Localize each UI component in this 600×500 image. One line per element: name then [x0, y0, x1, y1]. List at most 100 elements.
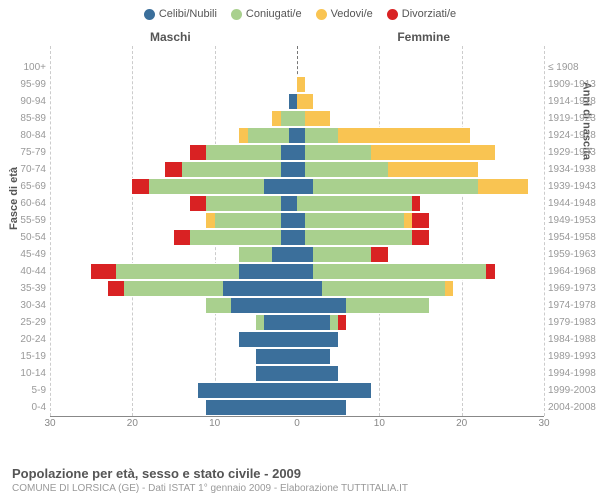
- seg: [297, 93, 313, 110]
- y-right-labels: ≤ 19081909-19131914-19181919-19231924-19…: [548, 46, 600, 432]
- seg: [165, 161, 181, 178]
- age-label: 45-49: [8, 250, 46, 260]
- footer-sub: COMUNE DI LORSICA (GE) - Dati ISTAT 1° g…: [12, 483, 408, 494]
- pyramid-row: [50, 59, 544, 76]
- birth-label: 1974-1978: [548, 301, 600, 311]
- seg: [206, 399, 297, 416]
- seg: [248, 127, 289, 144]
- male-bar: [50, 280, 297, 297]
- pyramid-row: [50, 297, 544, 314]
- legend-label: Divorziati/e: [402, 8, 456, 20]
- seg: [297, 399, 346, 416]
- seg: [297, 297, 346, 314]
- seg: [215, 212, 281, 229]
- legend-label: Vedovi/e: [331, 8, 373, 20]
- birth-label: 1984-1988: [548, 335, 600, 345]
- birth-label: 1964-1968: [548, 267, 600, 277]
- female-bar: [297, 178, 544, 195]
- seg: [289, 127, 297, 144]
- birth-label: 1944-1948: [548, 199, 600, 209]
- pyramid-row: [50, 229, 544, 246]
- seg: [346, 297, 428, 314]
- age-label: 25-29: [8, 318, 46, 328]
- legend: Celibi/NubiliConiugati/eVedovi/eDivorzia…: [0, 0, 600, 24]
- seg: [412, 212, 428, 229]
- male-bar: [50, 246, 297, 263]
- seg: [313, 178, 478, 195]
- pyramid-row: [50, 212, 544, 229]
- seg: [297, 76, 305, 93]
- seg: [281, 110, 297, 127]
- seg: [297, 229, 305, 246]
- seg: [305, 110, 330, 127]
- pyramid-row: [50, 195, 544, 212]
- x-tick: 20: [127, 418, 138, 429]
- seg: [297, 314, 330, 331]
- birth-label: 1919-1923: [548, 114, 600, 124]
- seg: [206, 297, 231, 314]
- footer: Popolazione per età, sesso e stato civil…: [12, 466, 408, 494]
- seg: [297, 195, 412, 212]
- male-bar: [50, 195, 297, 212]
- female-bar: [297, 348, 544, 365]
- seg: [239, 331, 297, 348]
- seg: [206, 195, 280, 212]
- footer-title: Popolazione per età, sesso e stato civil…: [12, 466, 408, 481]
- male-bar: [50, 348, 297, 365]
- female-bar: [297, 399, 544, 416]
- seg: [223, 280, 297, 297]
- male-bar: [50, 331, 297, 348]
- pyramid-row: [50, 382, 544, 399]
- chart-container: Celibi/NubiliConiugati/eVedovi/eDivorzia…: [0, 0, 600, 500]
- birth-label: 1994-1998: [548, 369, 600, 379]
- age-label: 0-4: [8, 403, 46, 413]
- age-label: 75-79: [8, 148, 46, 158]
- female-bar: [297, 297, 544, 314]
- seg: [297, 178, 313, 195]
- seg: [281, 144, 297, 161]
- seg: [297, 365, 338, 382]
- seg: [338, 314, 346, 331]
- age-label: 15-19: [8, 352, 46, 362]
- male-bar: [50, 399, 297, 416]
- female-label: Femmine: [397, 30, 450, 44]
- birth-label: 1939-1943: [548, 182, 600, 192]
- seg: [305, 144, 371, 161]
- female-bar: [297, 59, 544, 76]
- pyramid-row: [50, 161, 544, 178]
- age-label: 70-74: [8, 165, 46, 175]
- female-bar: [297, 110, 544, 127]
- female-bar: [297, 382, 544, 399]
- y-left-labels: 100+95-9990-9485-8980-8475-7970-7465-696…: [8, 46, 46, 432]
- birth-label: 1954-1958: [548, 233, 600, 243]
- seg: [281, 212, 297, 229]
- x-tick: 10: [209, 418, 220, 429]
- male-bar: [50, 263, 297, 280]
- seg: [371, 246, 387, 263]
- plot: [50, 46, 544, 417]
- seg: [272, 110, 280, 127]
- age-label: 95-99: [8, 80, 46, 90]
- seg: [281, 161, 297, 178]
- birth-label: 1949-1953: [548, 216, 600, 226]
- birth-label: 1989-1993: [548, 352, 600, 362]
- seg: [281, 229, 297, 246]
- seg: [297, 382, 371, 399]
- seg: [297, 144, 305, 161]
- age-label: 5-9: [8, 386, 46, 396]
- seg: [149, 178, 264, 195]
- pyramid-row: [50, 348, 544, 365]
- seg: [264, 178, 297, 195]
- chart-area: 100+95-9990-9485-8980-8475-7970-7465-696…: [50, 46, 544, 432]
- male-bar: [50, 161, 297, 178]
- x-tick: 20: [456, 418, 467, 429]
- seg: [412, 229, 428, 246]
- pyramid-row: [50, 76, 544, 93]
- age-label: 50-54: [8, 233, 46, 243]
- pyramid-row: [50, 246, 544, 263]
- seg: [297, 331, 338, 348]
- seg: [239, 246, 272, 263]
- seg: [313, 246, 371, 263]
- pyramid-row: [50, 365, 544, 382]
- gridline: [544, 46, 545, 416]
